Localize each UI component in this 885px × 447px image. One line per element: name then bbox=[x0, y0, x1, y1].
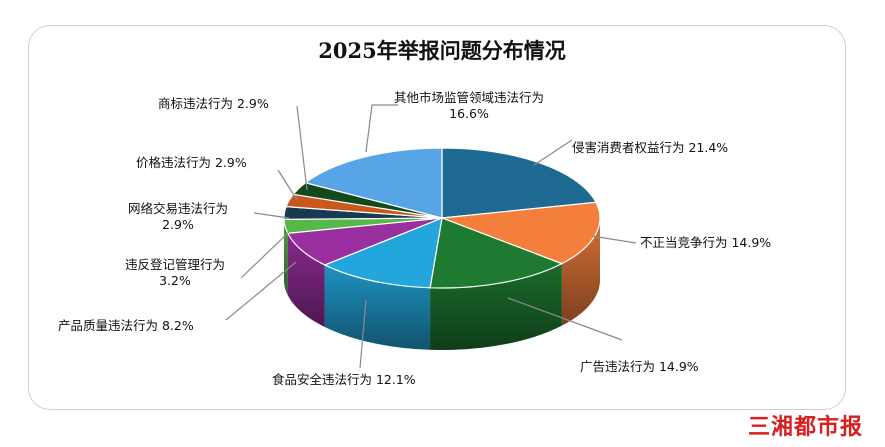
leader-line-8 bbox=[296, 105, 308, 191]
slice-top-1 bbox=[441, 201, 601, 265]
slice-label-5: 违反登记管理行为 3.2% bbox=[125, 257, 225, 288]
slice-top-2 bbox=[429, 217, 564, 289]
slice-label-2: 广告违法行为 14.9% bbox=[580, 359, 699, 374]
slice-label-3: 食品安全违法行为 12.1% bbox=[272, 372, 416, 387]
leader-line-9 bbox=[365, 104, 398, 153]
slice-top-3 bbox=[323, 217, 443, 289]
slice-top-9 bbox=[304, 147, 443, 219]
leader-line-6 bbox=[253, 212, 290, 219]
leader-line-5 bbox=[240, 231, 290, 279]
pie-sides bbox=[284, 218, 600, 350]
leader-line-2 bbox=[507, 297, 623, 341]
leader-line-7 bbox=[277, 169, 298, 201]
slice-side-5 bbox=[284, 219, 288, 296]
slice-label-0: 侵害消费者权益行为 21.4% bbox=[572, 140, 728, 155]
leader-line-0 bbox=[533, 139, 573, 166]
slice-label-7: 价格违法行为 2.9% bbox=[136, 155, 247, 170]
pie-tops bbox=[283, 147, 601, 289]
leader-line-1 bbox=[591, 235, 637, 244]
leader-line-3 bbox=[359, 299, 367, 369]
leader-lines bbox=[225, 104, 637, 369]
slice-label-1: 不正当竞争行为 14.9% bbox=[640, 235, 771, 250]
slice-label-6: 网络交易违法行为 2.9% bbox=[128, 201, 228, 232]
slice-labels: 侵害消费者权益行为 21.4% 不正当竞争行为 14.9% 广告违法行为 14.9%… bbox=[58, 90, 771, 387]
slice-side-4 bbox=[287, 233, 325, 327]
brand-logo: 三湘都市报 bbox=[748, 415, 864, 440]
chart-title: 2025年举报问题分布情况 bbox=[318, 38, 565, 63]
slice-side-2 bbox=[430, 263, 562, 350]
slice-label-8: 商标违法行为 2.9% bbox=[158, 96, 269, 111]
slice-side-1 bbox=[561, 218, 600, 326]
slice-top-0 bbox=[441, 147, 597, 219]
slice-label-9: 其他市场监管领域违法行为 16.6% bbox=[394, 90, 544, 121]
slice-label-4: 产品质量违法行为 8.2% bbox=[58, 318, 194, 333]
leader-line-4 bbox=[225, 261, 297, 321]
